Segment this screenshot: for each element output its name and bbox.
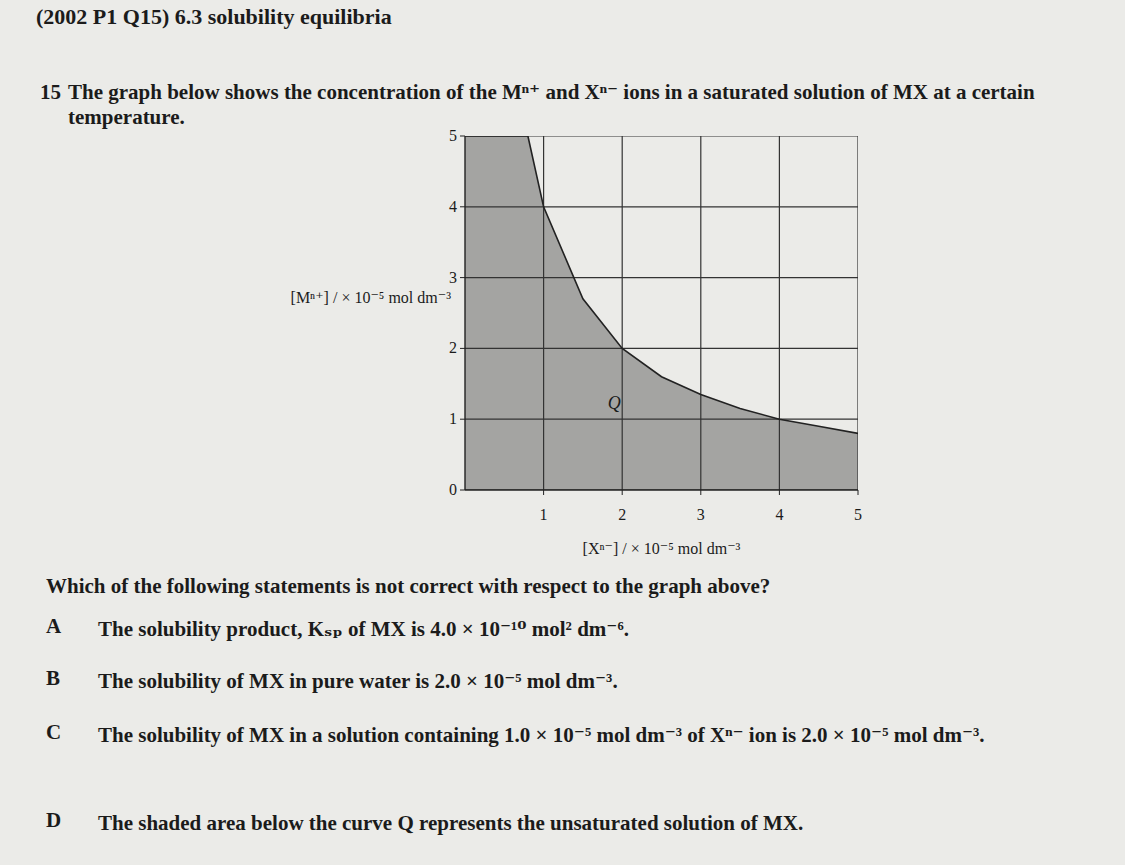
grid-line-y [465, 348, 858, 349]
y-axis [464, 136, 465, 490]
grid-line-x [543, 136, 544, 490]
plot-area [465, 136, 858, 490]
question-number: 15 [40, 80, 61, 105]
option-letter: A [46, 614, 61, 639]
shaded-area [465, 136, 858, 490]
grid-line-x [622, 136, 623, 490]
question-text: The graph below shows the concentration … [68, 80, 1078, 130]
x-axis [465, 489, 858, 490]
annotation: Q [608, 393, 621, 413]
y-tick-label: 4 [449, 198, 457, 215]
grid-line-y [465, 419, 858, 420]
y-tick [460, 490, 465, 491]
grid-line-y [465, 489, 858, 490]
option-letter: B [46, 666, 60, 691]
x-tick-label: 2 [618, 506, 626, 523]
instruction-emphasis: not [375, 574, 404, 598]
instruction: Which of the following statements is not… [46, 574, 770, 599]
option-text: The solubility of MX in pure water is 2.… [98, 666, 1078, 696]
option-text: The solubility product, Kₛₚ of MX is 4.0… [98, 614, 1078, 644]
x-tick-label: 4 [775, 506, 783, 523]
y-tick-label: 0 [449, 481, 457, 498]
y-tick [460, 348, 465, 349]
curve [465, 136, 858, 433]
y-axis-title: [Mⁿ⁺] / × 10⁻⁵ mol dm⁻³ [291, 289, 452, 306]
option-letter: D [46, 808, 61, 833]
y-tick-label: 1 [449, 410, 457, 427]
y-tick-label: 5 [449, 127, 457, 144]
x-axis-title: [Xⁿ⁻] / × 10⁻⁵ mol dm⁻³ [583, 540, 741, 557]
grid-line-y [465, 206, 858, 207]
x-tick [858, 490, 859, 495]
x-tick-label: 1 [540, 506, 548, 523]
grid-line-x [700, 136, 701, 490]
x-tick [779, 490, 780, 495]
instruction-after: correct with respect to the graph above? [404, 574, 770, 598]
grid-line-x [779, 136, 780, 490]
x-tick [622, 490, 623, 495]
x-tick-label: 3 [697, 506, 705, 523]
y-tick [460, 277, 465, 278]
option-letter: C [46, 720, 61, 745]
y-tick [460, 419, 465, 420]
y-tick-label: 2 [449, 339, 457, 356]
instruction-before: Which of the following statements is [46, 574, 375, 598]
x-tick [700, 490, 701, 495]
x-tick-label: 5 [854, 506, 862, 523]
grid-line-x [857, 136, 858, 490]
grid-line-y [465, 277, 858, 278]
header-title: (2002 P1 Q15) 6.3 solubility equilibria [36, 4, 392, 30]
y-tick-label: 3 [449, 269, 457, 286]
y-tick [460, 206, 465, 207]
option-text: The solubility of MX in a solution conta… [98, 720, 1078, 750]
y-tick [460, 136, 465, 137]
x-tick [543, 490, 544, 495]
option-text: The shaded area below the curve Q repres… [98, 808, 1078, 838]
